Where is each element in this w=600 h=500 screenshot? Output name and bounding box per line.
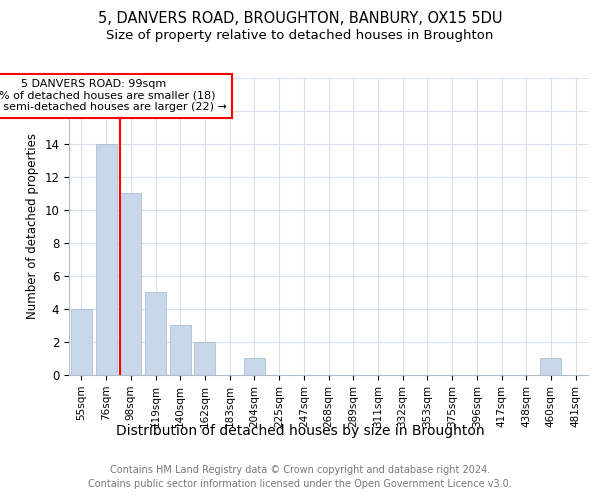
Bar [71, 309, 92, 375]
Bar [194, 342, 215, 375]
Bar [145, 292, 166, 375]
Bar [95, 144, 116, 375]
Bar [541, 358, 562, 375]
Text: 5, DANVERS ROAD, BROUGHTON, BANBURY, OX15 5DU: 5, DANVERS ROAD, BROUGHTON, BANBURY, OX1… [98, 11, 502, 26]
Text: Contains HM Land Registry data © Crown copyright and database right 2024.
Contai: Contains HM Land Registry data © Crown c… [88, 465, 512, 489]
Bar [244, 358, 265, 375]
Bar [120, 193, 141, 375]
Text: 5 DANVERS ROAD: 99sqm
← 45% of detached houses are smaller (18)
55% of semi-deta: 5 DANVERS ROAD: 99sqm ← 45% of detached … [0, 79, 227, 112]
Bar [170, 326, 191, 375]
Text: Size of property relative to detached houses in Broughton: Size of property relative to detached ho… [106, 29, 494, 42]
Text: Distribution of detached houses by size in Broughton: Distribution of detached houses by size … [116, 424, 484, 438]
Y-axis label: Number of detached properties: Number of detached properties [26, 133, 39, 320]
